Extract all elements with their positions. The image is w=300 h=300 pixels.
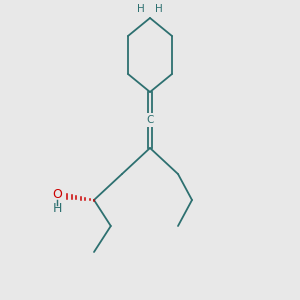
Text: H: H [155,4,163,14]
Text: C: C [146,115,154,125]
Text: O: O [52,188,62,202]
Text: H: H [137,4,145,14]
Text: H: H [53,202,62,214]
